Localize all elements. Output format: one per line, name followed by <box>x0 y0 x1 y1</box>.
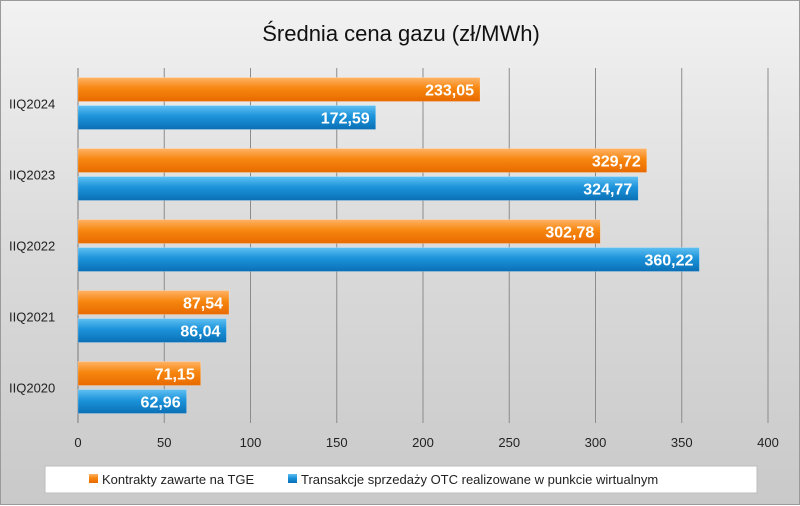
bar-tge <box>77 361 202 386</box>
x-tick-label: 50 <box>157 435 171 450</box>
x-tick-label: 250 <box>498 435 520 450</box>
bar-otc <box>77 176 639 201</box>
legend-swatch-tge <box>89 474 98 483</box>
data-label-otc: 86,04 <box>180 324 220 341</box>
labels-layer: 0 50 100 150 200 250 300 350 400 IIQ2024 233,05 172… <box>9 83 779 451</box>
x-tick-label: 400 <box>757 435 779 450</box>
x-tick-label: 150 <box>326 435 348 450</box>
data-label-otc: 172,59 <box>321 111 370 128</box>
legend-swatch-otc <box>288 474 297 483</box>
bar-tge <box>77 219 601 244</box>
chart-title: Średnia cena gazu (zł/MWh) <box>262 21 540 46</box>
legend-label-tge: Kontrakty zawarte na TGE <box>102 472 255 487</box>
bar-otc <box>77 318 227 343</box>
x-tick-label: 200 <box>412 435 434 450</box>
data-label-otc: 324,77 <box>583 182 632 199</box>
bars-layer <box>77 77 700 414</box>
bar-tge <box>77 290 230 315</box>
data-label-otc: 360,22 <box>644 253 693 270</box>
data-label-otc: 62,96 <box>141 395 181 412</box>
x-tick-label: 300 <box>585 435 607 450</box>
category-label: IIQ2022 <box>9 239 55 254</box>
category-label: IIQ2023 <box>9 168 55 183</box>
x-tick-label: 350 <box>671 435 693 450</box>
x-tick-label: 0 <box>74 435 81 450</box>
data-label-tge: 71,15 <box>155 367 195 384</box>
bar-otc <box>77 389 187 414</box>
legend-box <box>44 465 758 494</box>
category-label: IIQ2021 <box>9 310 55 325</box>
bar-tge <box>77 77 481 102</box>
data-label-tge: 329,72 <box>592 154 641 171</box>
bar-otc <box>77 105 377 130</box>
data-label-tge: 87,54 <box>183 296 223 313</box>
bar-tge <box>77 148 648 173</box>
data-label-tge: 233,05 <box>425 83 474 100</box>
bar-otc <box>77 247 700 272</box>
x-tick-label: 100 <box>240 435 262 450</box>
category-label: IIQ2024 <box>9 97 55 112</box>
category-label: IIQ2020 <box>9 381 55 396</box>
legend: Kontrakty zawarte na TGE Transakcje sprz… <box>44 465 758 494</box>
legend-label-otc: Transakcje sprzedaży OTC realizowane w p… <box>301 472 658 487</box>
data-label-tge: 302,78 <box>545 225 594 242</box>
